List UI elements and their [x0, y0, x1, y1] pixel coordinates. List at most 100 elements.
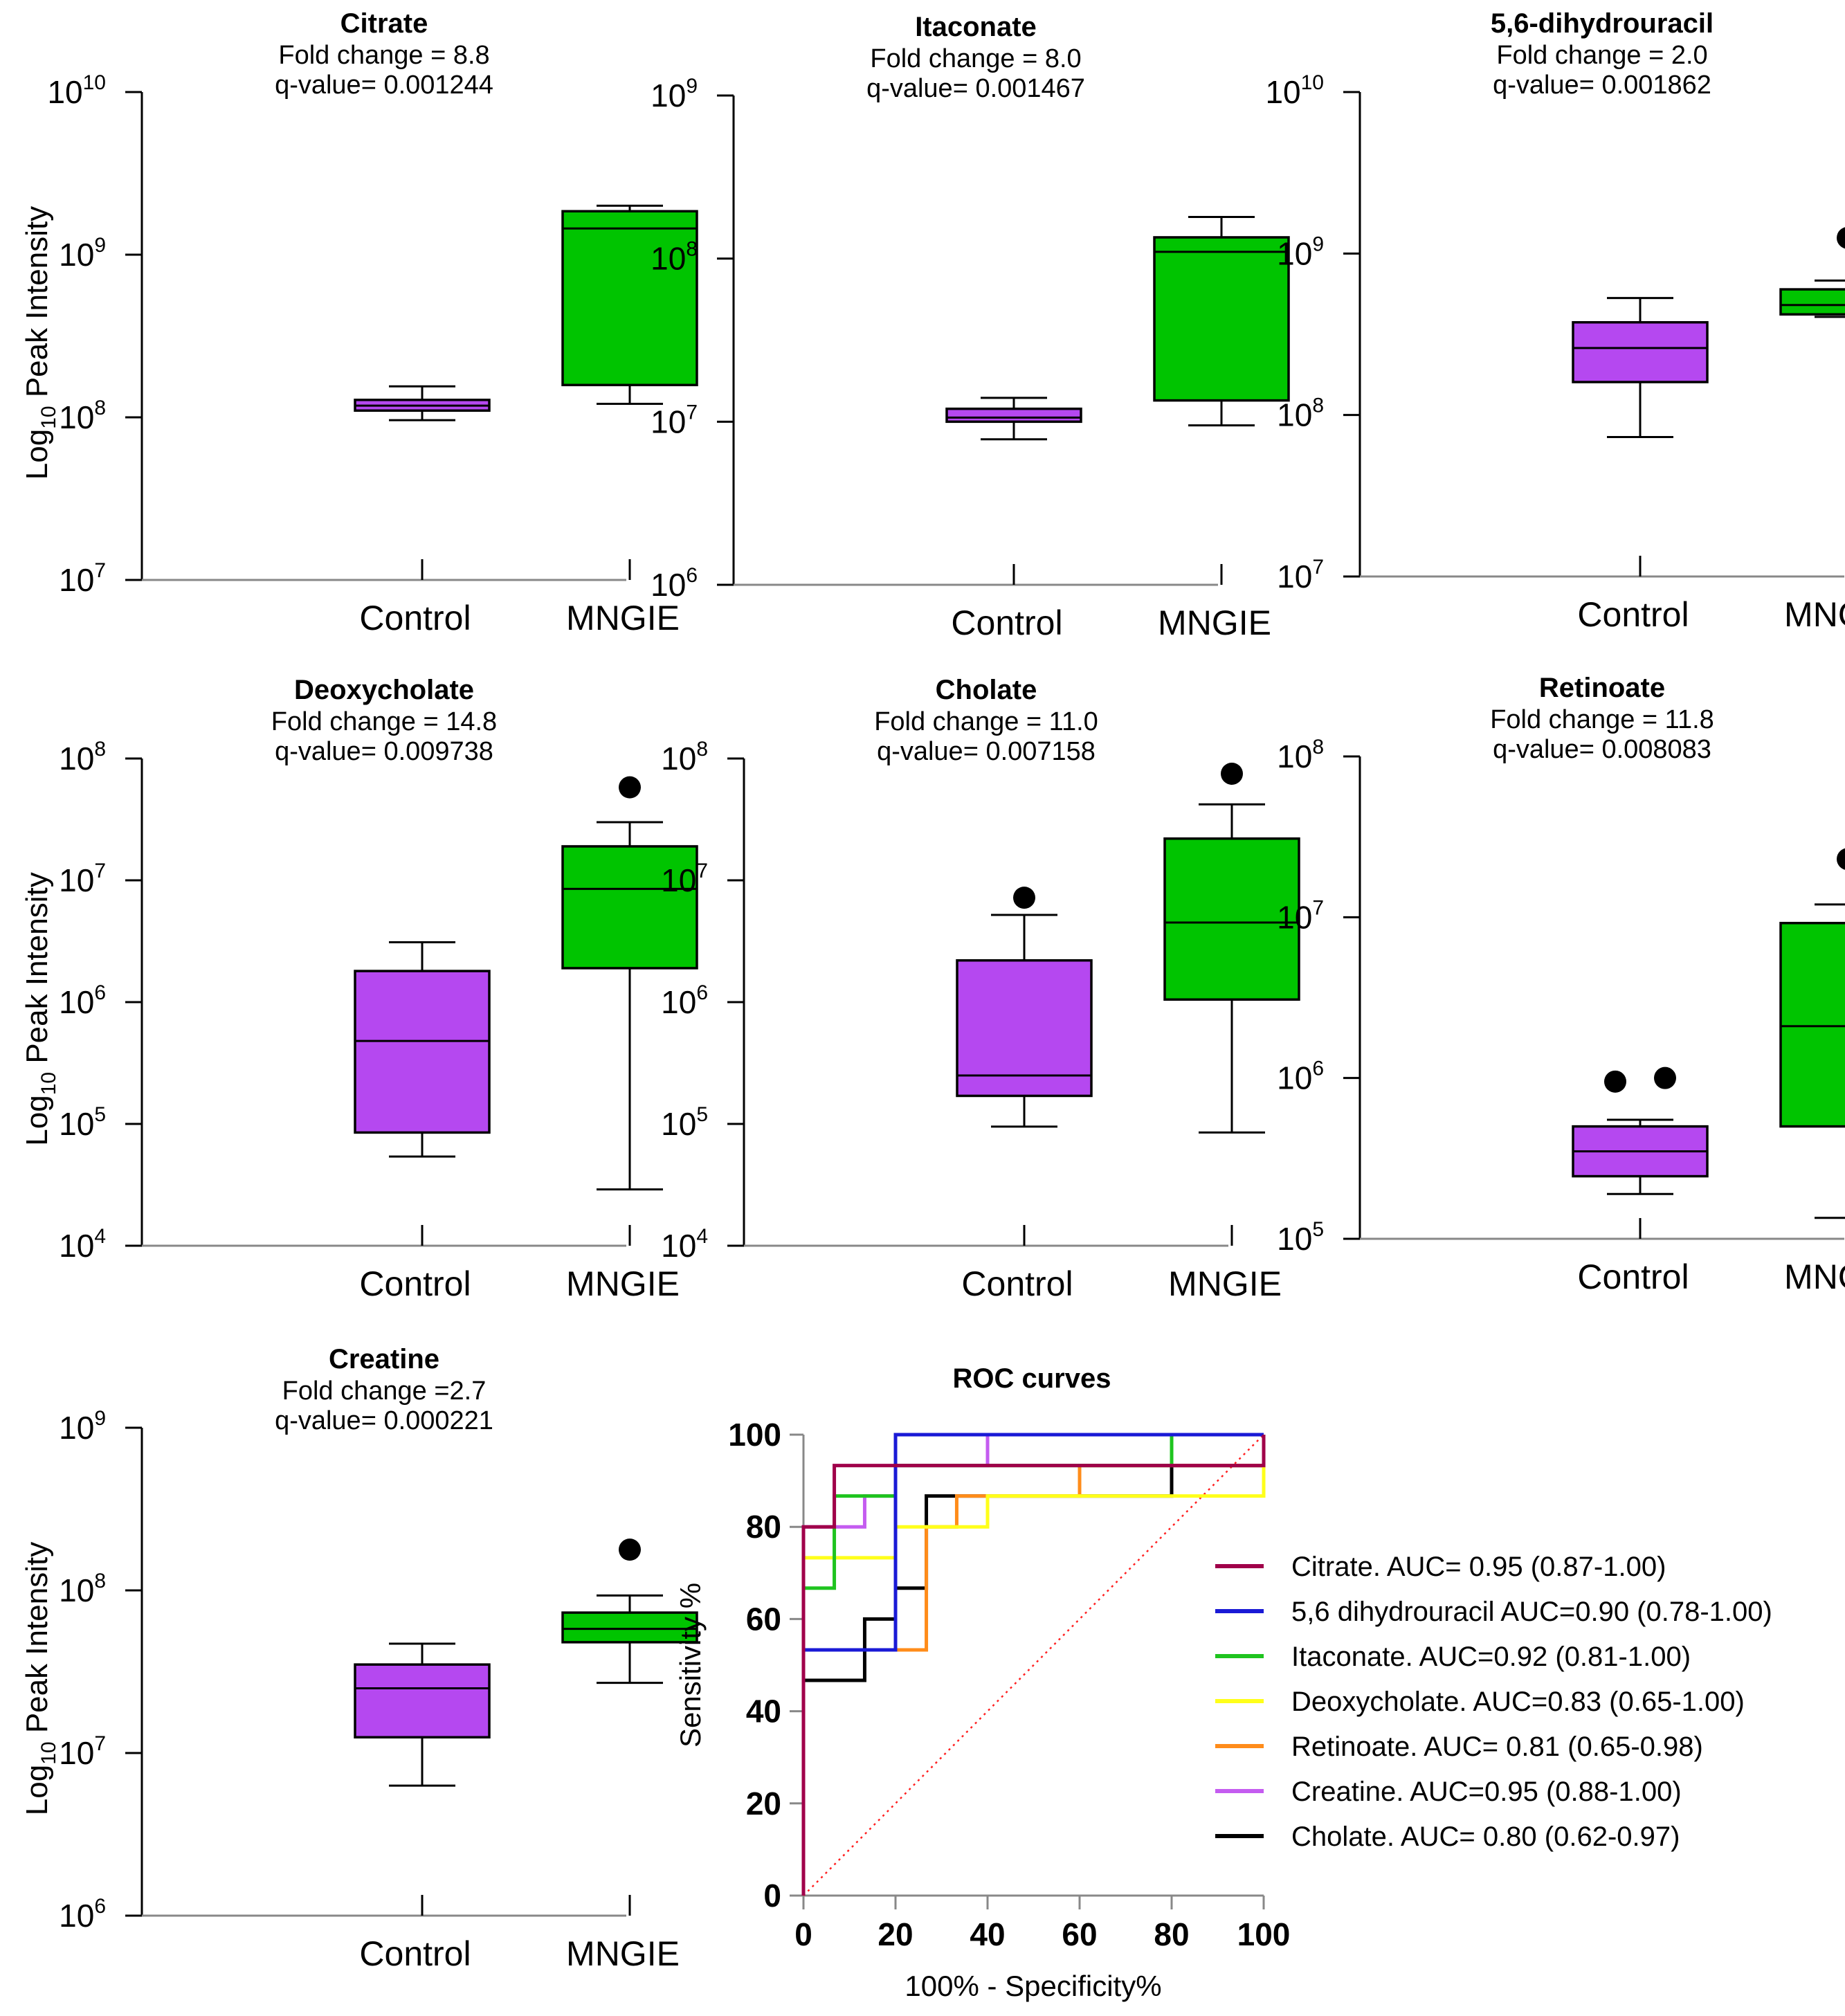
y-tick-label: 109: [651, 75, 698, 113]
category-label: Control: [961, 1264, 1073, 1303]
y-tick-label: 1010: [1265, 71, 1324, 110]
outlier-point: [1837, 848, 1845, 870]
category-label: Control: [1577, 1257, 1689, 1296]
box-mngie: MNGIE: [561, 1538, 698, 1973]
box-mngie: MNGIE: [561, 776, 698, 1303]
y-tick-label: 60: [746, 1601, 781, 1637]
box-mngie: MNGIE: [561, 204, 698, 637]
fold-change-label: Fold change = 2.0: [1496, 41, 1707, 70]
iqr-box: [1779, 921, 1845, 1128]
y-tick-label: 106: [651, 564, 698, 603]
fold-change-label: Fold change = 11.0: [874, 707, 1098, 736]
chart-title: Deoxycholate: [294, 675, 474, 705]
outlier-point: [619, 1538, 641, 1561]
y-tick-label: 105: [661, 1103, 708, 1142]
category-label: MNGIE: [566, 1934, 680, 1973]
y-tick-label: 108: [1277, 394, 1324, 433]
chart-title: Cholate: [936, 675, 1037, 705]
x-tick-label: 0: [794, 1916, 812, 1952]
box-control: Control: [1572, 297, 1709, 634]
iqr-box: [561, 845, 698, 970]
legend-entry: Cholate. AUC= 0.80 (0.62-0.97): [1291, 1822, 1680, 1852]
y-tick-label: 108: [1277, 736, 1324, 774]
legend-entry: Itaconate. AUC=0.92 (0.81-1.00): [1291, 1642, 1691, 1672]
fold-change-label: Fold change = 14.8: [271, 707, 497, 736]
y-tick-label: 107: [661, 860, 708, 898]
outlier-point: [619, 776, 641, 799]
category-label: MNGIE: [1784, 595, 1845, 634]
legend-entry: Creatine. AUC=0.95 (0.88-1.00): [1291, 1777, 1682, 1807]
category-label: Control: [359, 599, 471, 637]
iqr-box: [956, 959, 1093, 1098]
iqr-box: [561, 210, 698, 387]
chart-title: Itaconate: [915, 12, 1037, 42]
category-label: Control: [359, 1934, 471, 1973]
y-axis-label: Log10 Peak Intensity: [20, 872, 60, 1145]
y-tick-label: 20: [746, 1786, 781, 1822]
chart-title: ROC curves: [953, 1363, 1111, 1394]
x-tick-label: 100: [1237, 1916, 1291, 1952]
q-value-label: q-value= 0.001244: [275, 71, 493, 100]
category-label: MNGIE: [1168, 1264, 1282, 1303]
fold-change-label: Fold change = 8.0: [870, 44, 1081, 73]
y-tick-label: 108: [661, 738, 708, 777]
iqr-box: [1153, 236, 1290, 402]
chart-title: Creatine: [329, 1344, 439, 1374]
y-axis-label: Log10 Peak Intensity: [20, 1542, 60, 1815]
q-value-label: q-value= 0.008083: [1493, 735, 1711, 764]
y-tick-label: 105: [1277, 1218, 1324, 1257]
y-tick-label: 80: [746, 1509, 781, 1545]
box-mngie: MNGIE: [1779, 227, 1845, 634]
box-mngie: MNGIE: [1779, 848, 1845, 1296]
y-tick-label: 40: [746, 1693, 781, 1729]
y-tick-label: 107: [1277, 896, 1324, 935]
category-label: MNGIE: [566, 599, 680, 637]
x-axis-label: 100% - Specificity%: [905, 1970, 1161, 2002]
y-tick-label: 108: [651, 238, 698, 277]
iqr-box: [354, 1663, 491, 1738]
iqr-box: [1572, 320, 1709, 383]
x-tick-label: 80: [1154, 1916, 1189, 1952]
y-tick-label: 107: [651, 401, 698, 439]
y-tick-label: 105: [59, 1103, 106, 1142]
legend-entry: Citrate. AUC= 0.95 (0.87-1.00): [1291, 1552, 1666, 1582]
box-control: Control: [354, 1642, 491, 1973]
q-value-label: q-value= 0.007158: [877, 737, 1096, 766]
category-label: MNGIE: [566, 1264, 680, 1303]
iqr-box: [1779, 288, 1845, 316]
y-tick-label: 108: [59, 738, 106, 777]
legend-entry: 5,6 dihydrouracil AUC=0.90 (0.78-1.00): [1291, 1597, 1772, 1627]
y-tick-label: 109: [59, 234, 106, 273]
roc-chart: ROC curves 00 20 20 40 40 60 60 80 80 100 100 100% -…: [674, 1363, 1772, 2002]
q-value-label: q-value= 0.001862: [1493, 71, 1711, 100]
reference-diagonal: [803, 1434, 1264, 1896]
box-control: Control: [956, 887, 1093, 1303]
y-axis-label: Sensitivity %: [674, 1583, 707, 1747]
chart-title: Citrate: [340, 8, 428, 39]
outlier-point: [1604, 1070, 1626, 1093]
iqr-box: [945, 407, 1082, 424]
chart-title: Retinoate: [1539, 673, 1665, 703]
q-value-label: q-value= 0.000221: [275, 1406, 493, 1435]
boxplot-creatine: Creatine Fold change =2.7q-value= 0.00022…: [20, 1344, 698, 1973]
y-tick-label: 107: [59, 1732, 106, 1771]
fold-change-label: Fold change = 11.8: [1490, 705, 1714, 734]
iqr-box: [354, 970, 491, 1134]
y-tick-label: 106: [1277, 1057, 1324, 1096]
y-tick-label: 0: [763, 1878, 781, 1914]
y-tick-label: 107: [1277, 556, 1324, 594]
y-tick-label: 106: [59, 1895, 106, 1934]
y-tick-label: 104: [59, 1225, 106, 1264]
box-control: Control: [1572, 1066, 1709, 1296]
box-control: Control: [945, 397, 1082, 642]
y-tick-label: 106: [59, 981, 106, 1020]
y-tick-label: 1010: [47, 71, 106, 110]
chart-title: 5,6-dihydrouracil: [1491, 8, 1714, 39]
category-label: Control: [951, 603, 1062, 642]
x-tick-label: 40: [970, 1916, 1005, 1952]
